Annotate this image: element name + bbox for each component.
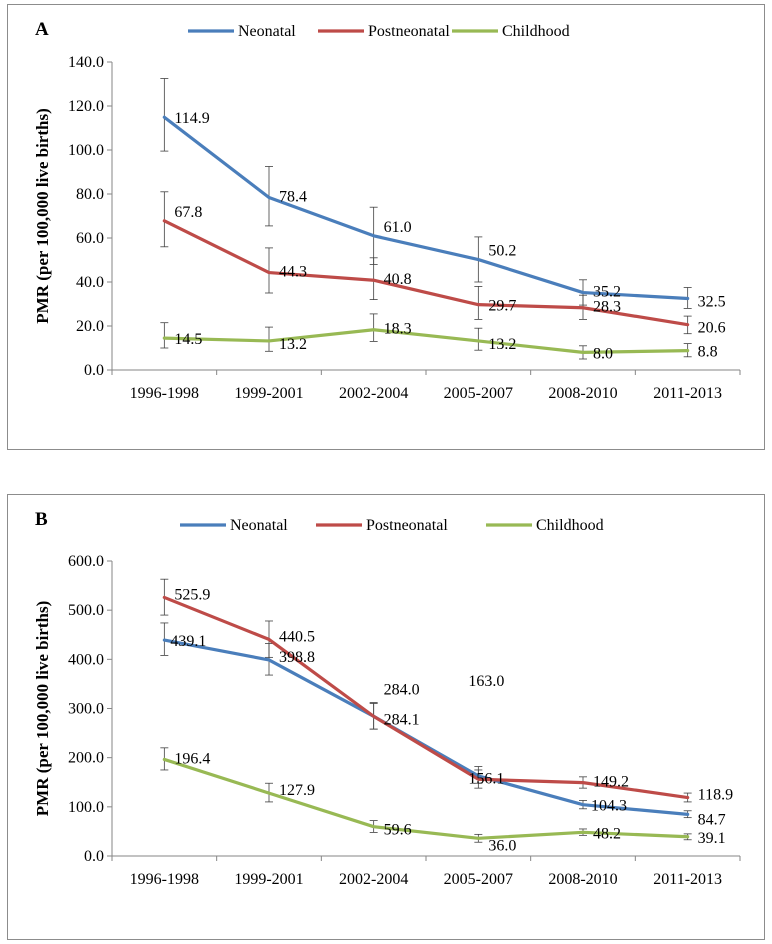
legend-label-postneonatal: Postneonatal xyxy=(368,23,450,40)
x-tick-label: 2011-2013 xyxy=(653,385,722,402)
y-tick-label: 80.0 xyxy=(76,186,104,203)
childhood-data-label: 48.2 xyxy=(593,825,621,842)
y-tick-label: 100.0 xyxy=(68,799,104,816)
neonatal-data-label: 284.1 xyxy=(384,711,420,728)
panel-letter: A xyxy=(35,19,49,40)
legend-label-neonatal: Neonatal xyxy=(230,517,288,534)
childhood-data-label: 14.5 xyxy=(174,331,202,348)
childhood-data-label: 8.8 xyxy=(698,344,718,361)
postneonatal-data-label: 440.5 xyxy=(279,628,315,645)
y-tick-label: 40.0 xyxy=(76,274,104,291)
chart-panel-b: B 0.0 100.0 200.0 300.0 400.0 500.0 600.0 1996-… xyxy=(7,494,765,940)
y-tick-label: 0.0 xyxy=(84,848,104,865)
neonatal-data-label: 84.7 xyxy=(698,811,726,828)
legend-label-childhood: Childhood xyxy=(502,23,570,40)
y-tick-label: 20.0 xyxy=(76,318,104,335)
y-tick-label: 200.0 xyxy=(68,750,104,767)
chart-b-svg: 0.0 100.0 200.0 300.0 400.0 500.0 600.0 1996-19… xyxy=(33,517,741,888)
postneonatal-series-line xyxy=(162,219,690,327)
y-tick-label: 60.0 xyxy=(76,230,104,247)
postneonatal-data-label: 20.6 xyxy=(698,320,726,337)
postneonatal-data-label: 28.3 xyxy=(593,299,621,316)
legend-label-postneonatal: Postneonatal xyxy=(366,517,448,534)
childhood-data-label: 8.0 xyxy=(593,345,613,362)
postneonatal-data-label: 29.7 xyxy=(488,298,516,315)
legend-label-neonatal: Neonatal xyxy=(238,23,296,40)
neonatal-data-label: 398.8 xyxy=(279,649,315,666)
postneonatal-data-label: 40.8 xyxy=(384,271,412,288)
neonatal-data-label: 114.9 xyxy=(174,110,209,127)
childhood-series-line xyxy=(162,757,690,840)
y-axis-title: PMR (per 100,000 live births) xyxy=(33,108,52,323)
neonatal-data-label: 35.2 xyxy=(593,284,621,301)
postneonatal-data-label: 118.9 xyxy=(698,787,733,804)
postneonatal-data-label: 44.3 xyxy=(279,264,307,281)
childhood-data-label: 39.1 xyxy=(698,830,726,847)
postneonatal-data-label: 67.8 xyxy=(174,204,202,221)
neonatal-data-label: 32.5 xyxy=(698,294,726,311)
chart-a-svg: 0.0 20.0 40.0 60.0 80.0 100.0 120.0 140.0 1996-1… xyxy=(33,23,741,402)
y-tick-label: 600.0 xyxy=(68,553,104,570)
x-tick-label: 2008-2010 xyxy=(548,871,617,888)
neonatal-data-label: 78.4 xyxy=(279,189,307,206)
neonatal-data-label: 439.1 xyxy=(170,633,206,650)
panel-letter: B xyxy=(35,509,48,530)
y-tick-label: 0.0 xyxy=(84,362,104,379)
y-axis-title: PMR (per 100,000 live births) xyxy=(33,601,52,816)
x-tick-label: 2005-2007 xyxy=(444,871,513,888)
neonatal-data-label: 163.0 xyxy=(468,673,504,690)
postneonatal-data-label: 284.0 xyxy=(384,681,420,698)
childhood-data-label: 59.6 xyxy=(384,822,412,839)
x-tick-label: 2002-2004 xyxy=(339,385,408,402)
x-tick-label: 2008-2010 xyxy=(548,385,617,402)
childhood-data-label: 13.2 xyxy=(488,336,516,353)
postneonatal-series-line xyxy=(162,595,690,800)
childhood-data-label: 36.0 xyxy=(488,837,516,854)
chart-panel-a: A 0.0 20.0 40.0 60.0 80.0 100.0 120.0 140.0 1996… xyxy=(7,4,765,450)
x-tick-label: 1996-1998 xyxy=(130,871,199,888)
y-tick-label: 120.0 xyxy=(68,98,104,115)
childhood-data-label: 127.9 xyxy=(279,782,315,799)
x-tick-label: 1996-1998 xyxy=(130,385,199,402)
childhood-data-label: 13.2 xyxy=(279,336,307,353)
postneonatal-data-label: 156.1 xyxy=(468,770,504,787)
legend-label-childhood: Childhood xyxy=(536,517,604,534)
y-tick-label: 300.0 xyxy=(68,701,104,718)
childhood-data-label: 18.3 xyxy=(384,321,412,338)
y-tick-label: 100.0 xyxy=(68,142,104,159)
childhood-series-line xyxy=(162,328,690,354)
x-tick-label: 2005-2007 xyxy=(444,385,513,402)
neonatal-data-label: 104.3 xyxy=(591,798,627,815)
neonatal-series-line xyxy=(162,115,690,301)
y-tick-label: 500.0 xyxy=(68,602,104,619)
childhood-data-label: 196.4 xyxy=(174,750,210,767)
x-tick-label: 1999-2001 xyxy=(234,871,303,888)
postneonatal-data-label: 149.2 xyxy=(593,774,629,791)
y-tick-label: 140.0 xyxy=(68,54,104,71)
x-tick-label: 1999-2001 xyxy=(234,385,303,402)
neonatal-data-label: 61.0 xyxy=(384,219,412,236)
postneonatal-data-label: 525.9 xyxy=(174,586,210,603)
neonatal-data-label: 50.2 xyxy=(488,243,516,260)
x-tick-label: 2002-2004 xyxy=(339,871,408,888)
y-tick-label: 400.0 xyxy=(68,651,104,668)
x-tick-label: 2011-2013 xyxy=(653,871,722,888)
